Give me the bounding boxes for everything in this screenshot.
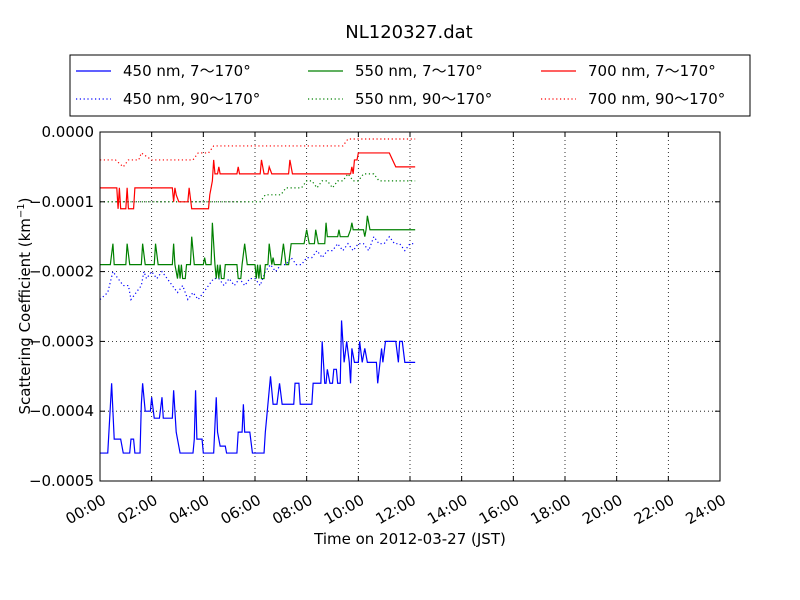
y-tick-label: 0.0000 xyxy=(42,123,95,141)
grid-lines xyxy=(100,132,720,481)
legend-frame xyxy=(69,54,751,117)
series-line-5 xyxy=(100,152,416,210)
y-axis-title-superscript: −1 xyxy=(16,203,27,218)
legend-label-5: 700 nm, 7～170° xyxy=(588,62,716,80)
y-tick-label: −0.0001 xyxy=(29,193,94,211)
y-tick-label: −0.0003 xyxy=(29,332,94,350)
legend-label-6: 700 nm, 90～170° xyxy=(588,90,725,108)
chart-title: NL120327.dat xyxy=(345,22,472,43)
y-tick-label: −0.0002 xyxy=(29,263,94,281)
series-line-3 xyxy=(100,215,416,280)
x-axis-title: Time on 2012-03-27 (JST) xyxy=(313,530,506,548)
y-axis-title-main: Scattering Coefficient (km xyxy=(16,218,34,414)
y-tick-label: −0.0005 xyxy=(29,472,94,490)
legend-label-4: 550 nm, 90～170° xyxy=(355,90,492,108)
legend-label-2: 450 nm, 90～170° xyxy=(123,90,260,108)
series-line-4 xyxy=(100,172,416,203)
legend-label-3: 550 nm, 7～170° xyxy=(355,62,483,80)
series-line-6 xyxy=(100,138,416,168)
y-axis-title-end: ) xyxy=(16,197,34,203)
legend-label-1: 450 nm, 7～170° xyxy=(123,62,251,80)
plot-series xyxy=(99,138,416,454)
legend: 450 nm, 7～170° 550 nm, 7～170° 700 nm, 7～17… xyxy=(69,54,751,117)
series-line-1 xyxy=(100,320,416,454)
series-line-2 xyxy=(99,235,416,301)
y-tick-label: −0.0004 xyxy=(29,402,94,420)
y-tick-labels: −0.0005 −0.0004 −0.0003 −0.0002 −0.0001 0.000… xyxy=(29,123,94,490)
axis-ticks xyxy=(99,131,721,482)
y-axis-title: Scattering Coefficient (km−1) xyxy=(16,197,34,414)
